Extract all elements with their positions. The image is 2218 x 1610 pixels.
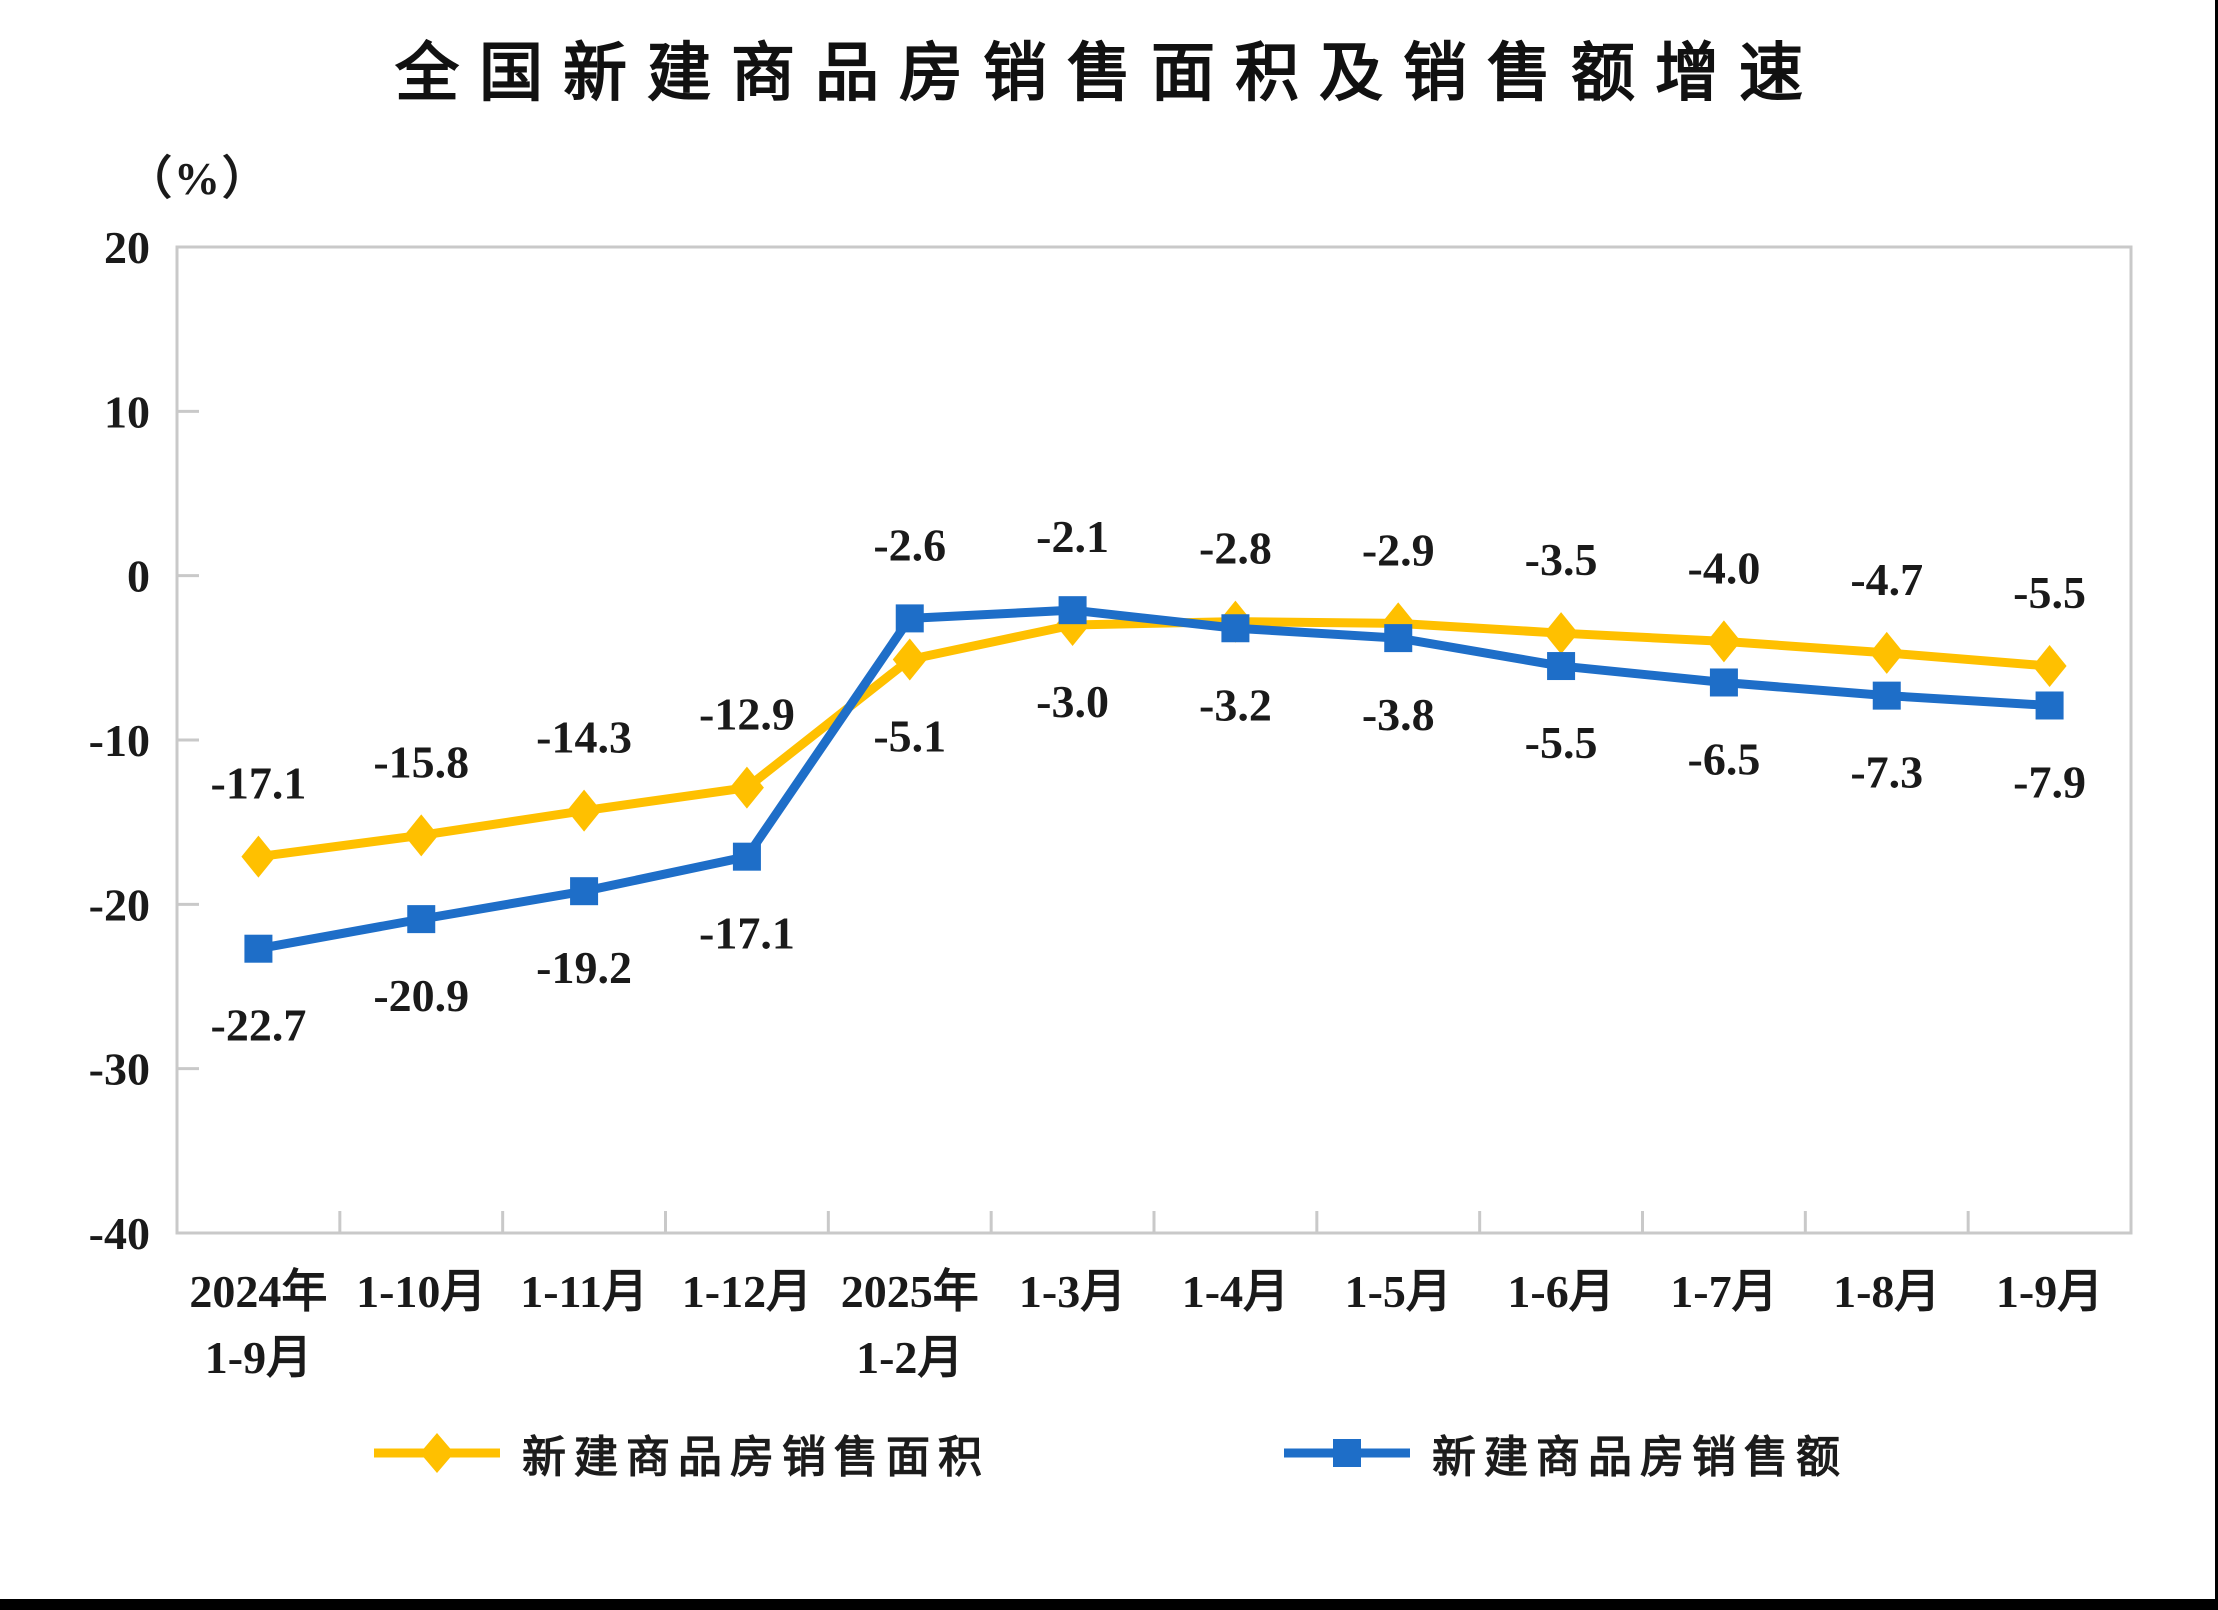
chart-legend: 新建商品房销售面积 新建商品房销售额 (0, 1408, 2218, 1498)
data-label-series-0: -15.8 (373, 736, 469, 787)
data-label-series-1: -17.1 (699, 908, 795, 959)
data-label-series-0: -2.8 (1199, 523, 1272, 574)
data-point-square (1221, 614, 1250, 643)
x-category-label-line2: 1-9月 (205, 1332, 312, 1383)
data-label-series-0: -2.9 (1362, 524, 1435, 575)
x-category-label: 1-3月 (1019, 1266, 1126, 1317)
data-point-diamond (1544, 612, 1579, 655)
data-label-series-1: -2.1 (1036, 511, 1109, 562)
data-label-series-0: -17.1 (211, 758, 307, 809)
data-point-square (1058, 596, 1087, 625)
data-point-square (1384, 624, 1413, 653)
data-label-series-1: -7.9 (2013, 756, 2086, 807)
data-point-diamond (1706, 620, 1741, 663)
y-tick-label: 10 (104, 386, 150, 437)
x-category-label: 1-7月 (1670, 1266, 1777, 1317)
x-category-label: 2024年 (189, 1266, 327, 1317)
data-label-series-1: -3.8 (1362, 689, 1435, 740)
legend-item-sales-area: 新建商品房销售面积 (370, 1421, 990, 1485)
y-axis-unit-label: （%） (126, 153, 270, 204)
x-category-label: 1-11月 (520, 1266, 648, 1317)
legend-diamond-marker (420, 1433, 454, 1473)
y-tick-label: -10 (89, 715, 150, 766)
x-category-label-line2: 1-2月 (856, 1332, 963, 1383)
data-label-series-1: -19.2 (536, 942, 632, 993)
x-category-label: 1-4月 (1182, 1266, 1289, 1317)
data-label-series-0: -14.3 (536, 712, 632, 763)
x-category-label: 1-12月 (682, 1266, 812, 1317)
data-point-diamond (1869, 631, 1904, 674)
x-category-label: 1-5月 (1345, 1266, 1452, 1317)
data-label-series-1: -22.7 (211, 1000, 307, 1051)
data-label-series-1: -6.5 (1688, 733, 1761, 784)
data-point-diamond (729, 766, 764, 809)
y-tick-label: -30 (89, 1044, 150, 1095)
legend-square-marker (1333, 1439, 1361, 1467)
bottom-black-bar (0, 1599, 2218, 1610)
data-label-series-1: -2.6 (873, 519, 946, 570)
x-category-label: 1-9月 (1996, 1266, 2103, 1317)
data-label-series-1: -3.2 (1199, 679, 1272, 730)
data-point-diamond (892, 638, 927, 681)
data-point-square (570, 877, 599, 906)
data-point-square (244, 934, 273, 963)
data-point-square (407, 905, 436, 934)
data-point-diamond (2032, 645, 2067, 688)
data-label-series-0: -4.0 (1688, 542, 1761, 593)
x-category-label: 1-10月 (356, 1266, 486, 1317)
data-point-diamond (567, 789, 602, 832)
data-point-diamond (241, 835, 276, 878)
data-label-series-0: -5.5 (2013, 567, 2086, 618)
data-point-square (732, 842, 761, 871)
data-point-square (895, 604, 924, 633)
right-black-bar (2215, 0, 2218, 1610)
data-point-diamond (404, 814, 439, 857)
legend-swatch-square-icon (1284, 1439, 1410, 1467)
data-point-square (2035, 691, 2064, 720)
data-label-series-1: -20.9 (373, 970, 469, 1021)
y-tick-label: -20 (89, 879, 150, 930)
legend-label-sales-area: 新建商品房销售面积 (522, 1433, 990, 1482)
data-label-series-0: -12.9 (699, 689, 795, 740)
data-label-series-1: -5.5 (1525, 717, 1598, 768)
chart-title: 全国新建商品房销售面积及销售额增速 (395, 37, 1823, 109)
y-tick-label: 20 (104, 222, 150, 273)
plot-frame (175, 245, 2133, 1235)
data-label-series-0: -4.7 (1850, 554, 1923, 605)
x-category-label: 2025年 (841, 1266, 979, 1317)
data-point-square (1872, 681, 1901, 710)
legend-item-sales-value: 新建商品房销售额 (1280, 1421, 1848, 1485)
x-category-label: 1-8月 (1833, 1266, 1940, 1317)
data-point-square (1709, 668, 1738, 697)
data-point-square (1547, 652, 1576, 681)
y-tick-label: -40 (89, 1208, 150, 1259)
legend-swatch-diamond-icon (374, 1433, 500, 1473)
data-label-series-0: -3.5 (1525, 534, 1598, 585)
series-line-0 (253, 617, 2055, 862)
data-label-series-0: -3.0 (1036, 676, 1109, 727)
data-label-series-0: -5.1 (873, 710, 946, 761)
data-label-series-1: -7.3 (1850, 747, 1923, 798)
y-tick-label: 0 (127, 551, 150, 602)
series-line-1 (253, 605, 2055, 954)
x-category-label: 1-6月 (1507, 1266, 1614, 1317)
legend-label-sales-value: 新建商品房销售额 (1432, 1433, 1848, 1482)
